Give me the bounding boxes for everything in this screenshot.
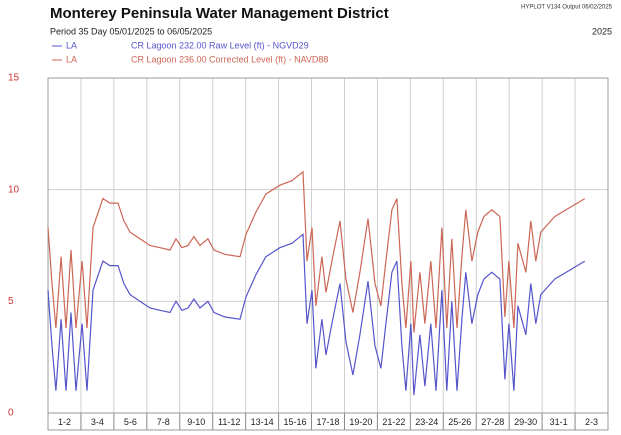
x-tick-label: 17-18 [316, 417, 339, 427]
x-tick-label: 29-30 [514, 417, 537, 427]
year: 2025 [592, 26, 612, 36]
period: Period 35 Day 05/01/2025 to 06/05/2025 [50, 26, 212, 36]
y-tick-label: 10 [8, 184, 20, 195]
x-tick-label: 25-26 [448, 417, 471, 427]
y-tick-label: 15 [8, 73, 20, 84]
y-tick-label: 5 [8, 296, 14, 307]
x-band-frame [47, 412, 609, 431]
x-tick-label: 31-1 [550, 417, 568, 427]
x-tick-label: 21-22 [382, 417, 405, 427]
x-tick-label: 19-20 [349, 417, 372, 427]
y-tick-label: 0 [8, 408, 14, 419]
chart-title: Monterey Peninsula Water Management Dist… [50, 5, 389, 22]
x-tick-label: 9-10 [187, 417, 205, 427]
x-tick-label: 27-28 [481, 417, 504, 427]
header-note: HYPLOT V134 Output 06/02/2025 [521, 5, 613, 11]
series-line [47, 233, 586, 396]
series-line [47, 170, 586, 333]
x-tick-label: 23-24 [415, 417, 438, 427]
x-tick-label: 13-14 [251, 417, 274, 427]
x-tick-label: 1-2 [58, 417, 71, 427]
legend-site: LA [66, 54, 77, 64]
legend-label: CR Lagoon 236.00 Corrected Level (ft) - … [131, 54, 328, 64]
x-tick-label: 7-8 [157, 417, 170, 427]
x-tick-label: 15-16 [284, 417, 307, 427]
legend-label: CR Lagoon 232.00 Raw Level (ft) - NGVD29 [131, 40, 309, 50]
x-tick-label: 3-4 [91, 417, 104, 427]
plot-frame [47, 77, 609, 414]
legend-site: LA [66, 40, 77, 50]
x-tick-label: 2-3 [585, 417, 598, 427]
x-tick-label: 5-6 [124, 417, 137, 427]
x-tick-label: 11-12 [218, 417, 240, 427]
